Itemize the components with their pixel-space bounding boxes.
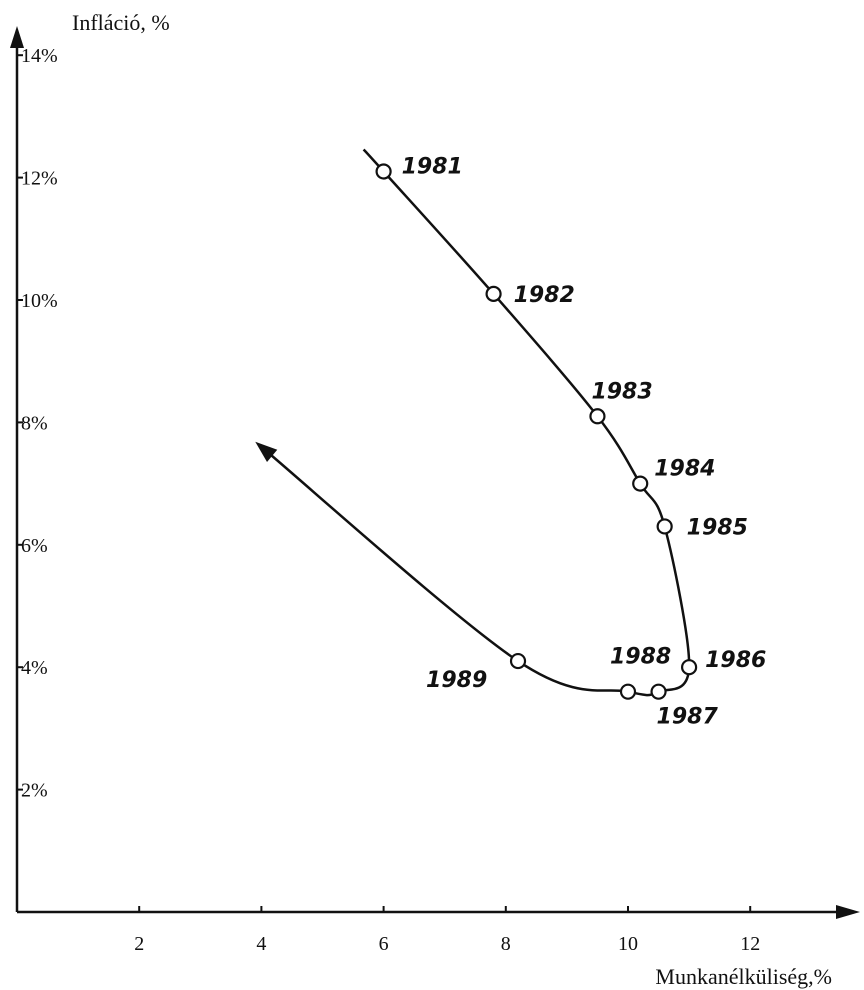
y-axis-arrow [10, 26, 24, 48]
y-tick-label: 10% [21, 290, 58, 312]
year-label: 1986 [705, 648, 766, 673]
year-label: 1983 [591, 379, 652, 404]
axes: 2 4 6 8 10 12 14 2% 4% 6% 8% 10% 12% 14% [10, 26, 864, 955]
x-tick-label: 8 [501, 933, 511, 955]
x-tick-label: 4 [256, 933, 266, 955]
data-point-marker [656, 518, 673, 535]
data-point-marker [632, 475, 649, 492]
x-axis-title: Munkanélküliség,% [655, 964, 832, 989]
x-tick-label: 6 [379, 933, 389, 955]
year-label: 1984 [654, 457, 715, 482]
labels-group: 1981 1982 1983 1984 1985 1986 1987 1988 1989 [402, 154, 767, 729]
year-label: 1987 [657, 705, 719, 730]
y-tick-label: 4% [21, 657, 48, 679]
y-axis-title: Infláció, % [72, 10, 170, 35]
x-axis-arrow [836, 905, 860, 919]
data-point-marker [619, 683, 637, 700]
x-tick-label: 14 [862, 933, 864, 955]
y-tick-label: 14% [21, 45, 58, 67]
trajectory-line [260, 148, 691, 697]
markers-group [375, 163, 698, 700]
data-point-marker [589, 408, 606, 425]
y-tick-label: 12% [21, 168, 58, 190]
data-point-marker [680, 659, 698, 676]
year-label: 1989 [426, 668, 487, 693]
year-label: 1982 [514, 283, 575, 308]
year-label: 1985 [687, 515, 748, 540]
trajectory-arrow [255, 441, 278, 462]
data-point-marker [509, 652, 527, 670]
data-point-marker [485, 285, 502, 302]
x-tick-label: 12 [740, 933, 760, 955]
year-label: 1988 [610, 645, 671, 670]
y-tick-label: 2% [21, 780, 48, 802]
y-tick-label: 8% [21, 412, 48, 434]
curve-group [255, 148, 691, 697]
y-tick-label: 6% [21, 535, 48, 557]
x-tick-label: 10 [618, 933, 638, 955]
data-point-marker [375, 163, 392, 180]
year-label: 1981 [402, 154, 463, 179]
data-point-marker [650, 683, 667, 700]
x-tick-label: 2 [134, 933, 144, 955]
